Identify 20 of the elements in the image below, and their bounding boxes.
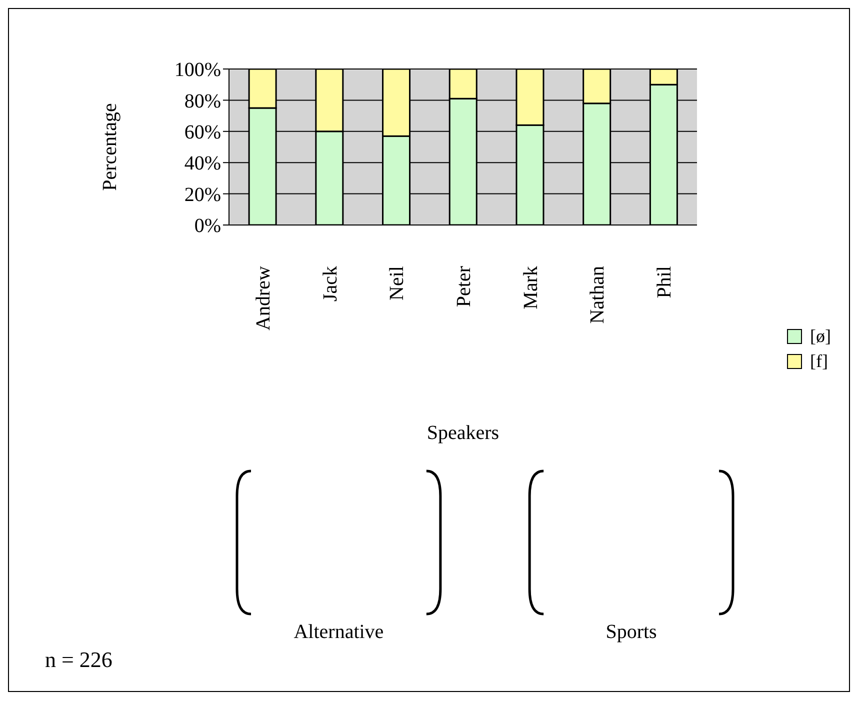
x-tick-label: Nathan <box>586 266 609 324</box>
y-axis-title: Percentage <box>99 103 122 191</box>
y-tick-label: 20% <box>184 184 221 206</box>
x-tick-label: Neil <box>386 266 408 300</box>
y-tick-label: 80% <box>184 90 221 112</box>
x-axis-title: Speakers <box>426 422 500 444</box>
x-tick-label: Peter <box>453 266 475 308</box>
y-tick-label: 40% <box>184 152 221 175</box>
legend-label: [ø] <box>810 326 831 347</box>
x-tick-label: Phil <box>654 266 676 298</box>
x-tick-label: Jack <box>319 266 342 302</box>
text: n = 226 <box>45 647 112 672</box>
y-tick-label: 100% <box>174 59 221 82</box>
text: Alternative <box>294 621 384 643</box>
x-tick-label: Mark <box>520 266 542 310</box>
x-tick-label: Andrew <box>252 265 274 330</box>
text: Sports <box>606 621 658 643</box>
legend-label: [f] <box>810 351 828 372</box>
y-tick-label: 0% <box>194 215 221 238</box>
y-tick-label: 60% <box>184 122 221 144</box>
